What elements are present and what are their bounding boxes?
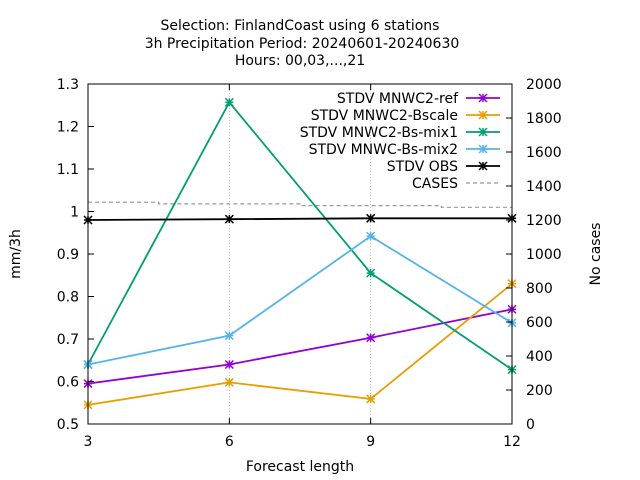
data-point <box>224 377 234 387</box>
series-line <box>87 235 513 366</box>
data-point <box>366 213 376 223</box>
legend-marker <box>478 110 488 120</box>
x-tick-label: 6 <box>225 434 234 450</box>
series-stdv-obs <box>83 213 517 225</box>
series-line <box>87 308 513 385</box>
y2-tick-label: 1600 <box>526 145 562 161</box>
y-tick-label: 1 <box>70 205 79 221</box>
chart-title-line-3: Hours: 00,03,...,21 <box>235 53 365 69</box>
series-cases <box>88 201 512 208</box>
data-point <box>366 394 376 404</box>
legend-entry: STDV MNWC2-ref <box>337 91 500 107</box>
y-tick-label: 1.1 <box>57 162 79 178</box>
axes: 3 6 9 12 0.5 0.6 0.7 0.8 0.9 1 1.1 1.2 1.3 0 200 400 600… <box>57 77 562 450</box>
legend-marker <box>478 144 488 154</box>
chart-title-line-2: 3h Precipitation Period: 20240601-202406… <box>145 36 460 52</box>
chart-title: Selection: FinlandCoast using 6 stations… <box>145 18 460 69</box>
series-layer <box>83 97 517 410</box>
legend-label: STDV MNWC2-ref <box>337 91 459 107</box>
y2-tick-label: 1000 <box>526 247 562 263</box>
y-tick-label: 0.5 <box>57 417 79 433</box>
legend-entry: STDV OBS <box>387 159 500 175</box>
y-tick-label: 0.8 <box>57 290 79 306</box>
series-line <box>87 100 513 371</box>
data-point <box>224 331 234 341</box>
y2-tick-label: 400 <box>526 349 553 365</box>
y2-tick-label: 200 <box>526 383 553 399</box>
legend-label: CASES <box>412 176 458 192</box>
data-point <box>366 231 376 241</box>
legend-marker <box>478 127 488 137</box>
y2-tick-label: 1200 <box>526 213 562 229</box>
y-axis-label: mm/3h <box>8 229 24 279</box>
chart-title-line-1: Selection: FinlandCoast using 6 stations <box>161 18 440 34</box>
series-stdv-mnwc2-ref <box>83 304 517 389</box>
legend-label: STDV MNWC-Bs-mix2 <box>309 142 458 158</box>
data-point <box>224 214 234 224</box>
legend-label: STDV MNWC2-Bs-mix1 <box>300 125 458 141</box>
y-tick-label: 0.6 <box>57 375 79 391</box>
legend-label: STDV MNWC2-Bscale <box>311 108 458 124</box>
series-line <box>87 283 513 406</box>
x-tick-label: 12 <box>503 434 521 450</box>
legend-entry: STDV MNWC2-Bscale <box>311 108 500 124</box>
y2-tick-label: 1800 <box>526 111 562 127</box>
series-stdv-mnwc2-bscale <box>83 279 517 410</box>
legend-marker <box>478 161 488 171</box>
legend-label: STDV OBS <box>387 159 458 175</box>
data-point <box>366 268 376 278</box>
data-point <box>224 97 234 107</box>
data-point <box>224 359 234 370</box>
legend-entry: STDV MNWC-Bs-mix2 <box>309 142 500 158</box>
y2-tick-label: 1400 <box>526 179 562 195</box>
y2-tick-label: 2000 <box>526 77 562 93</box>
legend-marker <box>478 93 488 103</box>
y2-tick-label: 800 <box>526 281 553 297</box>
y-tick-label: 0.9 <box>57 247 79 263</box>
x-axis-label: Forecast length <box>246 459 354 475</box>
x-tick-label: 3 <box>84 434 93 450</box>
series-line <box>88 201 512 208</box>
data-point <box>366 333 376 343</box>
y2-axis-label: No cases <box>588 223 604 286</box>
series-line <box>87 217 512 221</box>
x-tick-label: 9 <box>366 434 375 450</box>
legend-entry: CASES <box>412 176 500 192</box>
y-tick-label: 0.7 <box>57 332 79 348</box>
y-tick-label: 1.3 <box>57 77 79 93</box>
y-tick-label: 1.2 <box>57 120 79 136</box>
legend-entry: STDV MNWC2-Bs-mix1 <box>300 125 500 141</box>
y2-tick-label: 600 <box>526 315 553 331</box>
y2-tick-label: 0 <box>526 417 535 433</box>
